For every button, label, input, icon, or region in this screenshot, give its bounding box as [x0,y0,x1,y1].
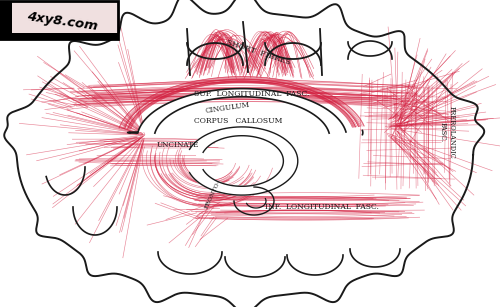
Text: SHORT  FIBRES: SHORT FIBRES [225,38,291,66]
Text: CORPUS   CALLOSUM: CORPUS CALLOSUM [194,117,282,125]
Bar [0,1,12,39]
Text: INF.  LONGITUDINAL  FASC.: INF. LONGITUDINAL FASC. [265,203,379,211]
Text: SUP.  LONGITUDINAL  FASC.: SUP. LONGITUDINAL FASC. [194,90,310,98]
Text: FRONTO-: FRONTO- [204,179,222,209]
Text: CINGULUM: CINGULUM [205,101,251,115]
Polygon shape [4,0,484,307]
Text: PREROLANDIC
FASC.: PREROLANDIC FASC. [438,106,456,158]
Text: UNCINATE: UNCINATE [157,141,199,149]
Polygon shape [190,127,298,195]
Text: 4xy8.com: 4xy8.com [26,11,98,33]
Polygon shape [138,89,346,133]
Bar [0,33,118,39]
Bar [0,1,118,39]
